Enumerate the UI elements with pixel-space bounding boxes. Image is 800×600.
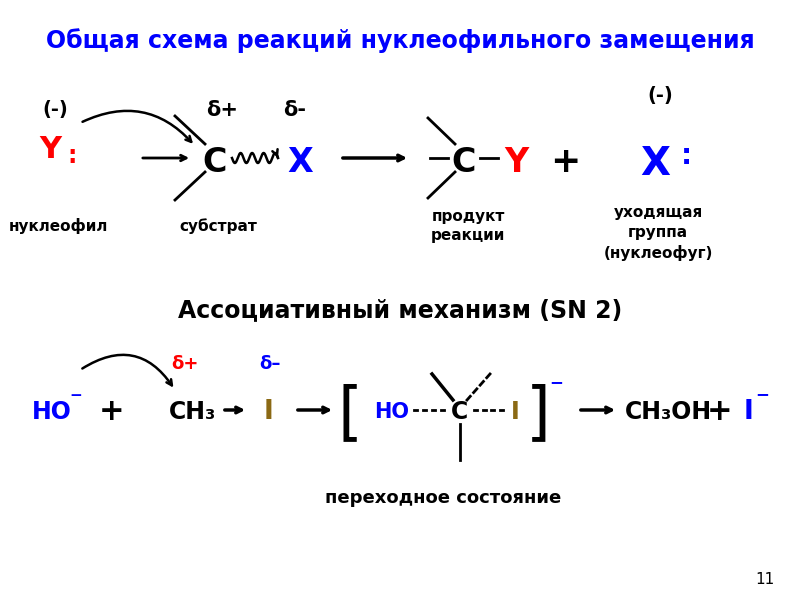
Text: X: X	[287, 145, 313, 179]
Text: Ассоциативный механизм (SN 2): Ассоциативный механизм (SN 2)	[178, 298, 622, 322]
Text: C: C	[452, 145, 476, 179]
Text: +: +	[550, 145, 580, 179]
Text: HO: HO	[374, 402, 410, 422]
Text: −: −	[549, 373, 563, 391]
Text: δ–: δ–	[259, 355, 281, 373]
Text: Общая схема реакций нуклеофильного замещения: Общая схема реакций нуклеофильного замещ…	[46, 28, 754, 53]
Text: Y: Y	[504, 145, 528, 179]
Text: I: I	[743, 399, 753, 425]
Text: ]: ]	[526, 383, 550, 445]
Text: группа: группа	[628, 226, 688, 241]
Text: HO: HO	[32, 400, 72, 424]
Text: (-): (-)	[647, 86, 673, 106]
Text: субстрат: субстрат	[179, 218, 257, 234]
Text: C: C	[202, 145, 227, 179]
Text: +: +	[99, 397, 125, 427]
Text: (нуклеофуг): (нуклеофуг)	[603, 245, 713, 261]
Text: CH₃: CH₃	[168, 400, 216, 424]
Text: 11: 11	[756, 572, 775, 587]
Text: C: C	[451, 400, 469, 424]
Text: I: I	[510, 400, 519, 424]
Text: I: I	[263, 399, 273, 425]
Text: (-): (-)	[42, 100, 68, 119]
Text: −: −	[755, 385, 769, 403]
Text: :: :	[67, 144, 77, 168]
Text: δ+: δ+	[171, 355, 198, 373]
Text: δ+: δ+	[206, 100, 238, 120]
Text: уходящая: уходящая	[614, 205, 702, 220]
Text: [: [	[338, 383, 362, 445]
Text: −: −	[70, 389, 82, 403]
Text: Y: Y	[39, 136, 61, 164]
Text: нуклеофил: нуклеофил	[8, 218, 108, 234]
Text: :: :	[681, 142, 691, 170]
Text: δ-: δ-	[283, 100, 306, 120]
Text: CH₃OH: CH₃OH	[625, 400, 711, 424]
Text: продукт
реакции: продукт реакции	[431, 209, 505, 244]
Text: +: +	[707, 397, 733, 427]
Text: переходное состояние: переходное состояние	[325, 489, 561, 507]
Text: X: X	[640, 145, 670, 183]
